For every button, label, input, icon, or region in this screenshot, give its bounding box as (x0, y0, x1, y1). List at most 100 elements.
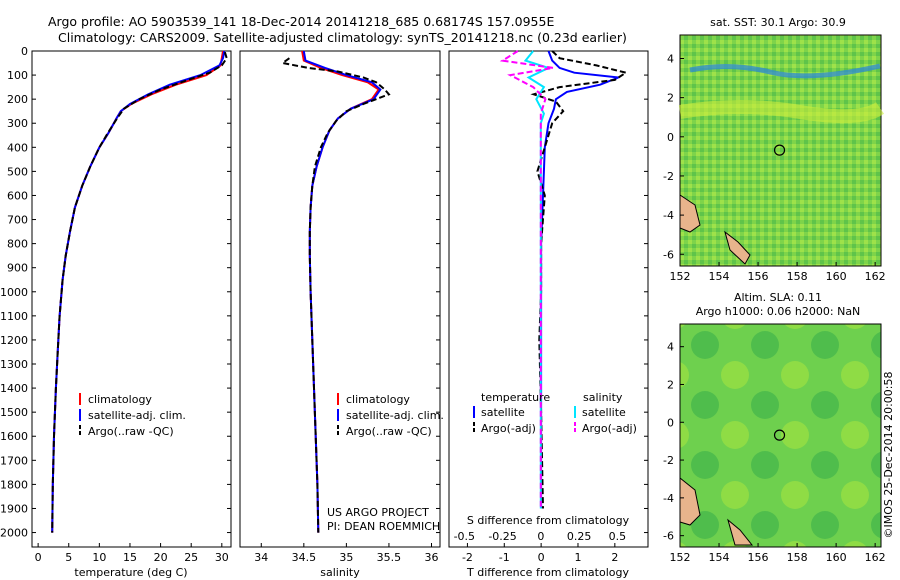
legend-sal-argo: Argo(-adj) (582, 422, 637, 435)
map-x-tick-label: 158 (787, 551, 808, 564)
map-y-tick-label: 2 (667, 378, 674, 391)
depth-tick-label: 1000 (0, 286, 28, 299)
depth-tick-label: 1100 (0, 310, 28, 323)
map-x-tick-label: 162 (865, 270, 886, 283)
map-x-tick-label: 156 (748, 551, 769, 564)
sla-map-panel: Altim. SLA: 0.11 Argo h1000: 0.06 h2000:… (663, 291, 886, 564)
difference-xlabel: T difference from climatology (466, 566, 629, 579)
map-y-tick-label: -4 (663, 492, 674, 505)
map-y-tick-label: 2 (667, 92, 674, 105)
depth-tick-label: 900 (7, 262, 28, 275)
depth-axis: 0 100 200 300 400 500 600 700 800 900 1000 1100 1200… (0, 45, 36, 540)
legend-title-salinity: salinity (583, 391, 623, 404)
x-tick-label: 20 (154, 551, 168, 564)
legend-temp-argo: Argo(-adj) (481, 422, 536, 435)
map-x-tick-label: 154 (709, 270, 730, 283)
depth-tick-label: 1400 (0, 382, 28, 395)
sla-field (679, 323, 882, 548)
argo-location-marker (773, 429, 786, 441)
series-satellite-adj-clim- (302, 50, 382, 533)
depth-tick-label: 100 (7, 69, 28, 82)
depth-tick-label: 400 (7, 141, 28, 154)
depth-tick-label: 1800 (0, 478, 28, 491)
legend-argo: Argo(..raw -QC) (346, 425, 432, 438)
salinity-legend: climatology satellite-adj. clim. Argo(..… (337, 393, 444, 438)
depth-tick-label: 1900 (0, 502, 28, 515)
sla-subtitle: Argo h1000: 0.06 h2000: NaN (696, 305, 861, 318)
x-tick-label: 5 (65, 551, 72, 564)
imos-credit: ©IMOS 25-Dec-2014 20:00:58 (882, 372, 895, 539)
top-tick-label: 0 (537, 530, 544, 543)
depth-tick-label: 800 (7, 238, 28, 251)
sst-map-panel: sat. SST: 30.1 Argo: 30.9 152 154 156 158 16… (663, 16, 886, 283)
map-x-tick-label: 160 (826, 551, 847, 564)
temperature-xlabel: temperature (deg C) (74, 566, 187, 579)
map-y-tick-label: -6 (663, 530, 674, 543)
depth-tick-label: 2000 (0, 527, 28, 540)
map-y-tick-label: -2 (663, 170, 674, 183)
difference-marks: -2 -1 0 1 2 -0.5 -0.25 0 0.25 0.5 (454, 50, 648, 564)
x-tick-label: 0 (538, 551, 545, 564)
top-tick-label: 0.5 (609, 530, 627, 543)
depth-tick-label: 1200 (0, 334, 28, 347)
sla-marks: 152 154 156 158 160 162 -6 -4 -2 0 2 4 (663, 341, 886, 564)
argo-location-marker (773, 144, 786, 156)
salinity-xlabel: salinity (320, 566, 360, 579)
x-tick-label: 10 (92, 551, 106, 564)
sla-coastline-south (727, 518, 754, 546)
top-tick-label: -0.25 (488, 530, 516, 543)
map-x-tick-label: 152 (670, 551, 691, 564)
map-y-tick-label: -2 (663, 454, 674, 467)
sla-title: Altim. SLA: 0.11 (734, 291, 822, 304)
map-y-tick-label: 0 (667, 131, 674, 144)
project-credit: US ARGO PROJECT (327, 506, 429, 519)
x-tick-label: -2 (462, 551, 473, 564)
series-argo-raw-qc- (280, 57, 391, 533)
legend-sal-satellite: satellite (582, 406, 626, 419)
map-y-tick-label: 0 (667, 416, 674, 429)
salinity-marks: 34 34.5 35 35.5 36 (254, 50, 440, 564)
x-tick-label: 35.5 (377, 551, 402, 564)
depth-tick-label: 600 (7, 189, 28, 202)
x-tick-label: 25 (184, 551, 198, 564)
map-x-tick-label: 156 (748, 270, 769, 283)
legend-climatology: climatology (88, 393, 152, 406)
difference-legend: temperature salinity satellite Argo(-adj… (473, 391, 637, 435)
depth-tick-label: 1300 (0, 358, 28, 371)
sst-marks: 152 154 156 158 160 162 -6 -4 -2 0 2 4 (663, 52, 886, 283)
difference-panel: -2 -1 0 1 2 -0.5 -0.25 0 0.25 0.5 S difference fr… (448, 50, 649, 579)
legend-climatology: climatology (346, 393, 410, 406)
x-tick-label: 30 (215, 551, 229, 564)
map-y-tick-label: -4 (663, 209, 674, 222)
legend-argo: Argo(..raw -QC) (88, 425, 174, 438)
x-tick-label: 1 (574, 551, 581, 564)
top-tick-label: 0.25 (567, 530, 592, 543)
temperature-marks: 0 5 10 15 20 25 30 (35, 50, 231, 564)
pi-credit: PI: DEAN ROEMMICH (327, 520, 440, 533)
depth-tick-label: 1600 (0, 430, 28, 443)
depth-tick-label: 700 (7, 214, 28, 227)
map-y-tick-label: 4 (667, 52, 674, 65)
depth-tick-label: 1700 (0, 454, 28, 467)
x-tick-label: -1 (499, 551, 510, 564)
series-argo-adj- (499, 50, 554, 509)
top-tick-label: -0.5 (454, 530, 475, 543)
x-tick-label: 15 (123, 551, 137, 564)
x-tick-label: 0 (35, 551, 42, 564)
salinity-frame (239, 50, 441, 548)
sst-warm-band (678, 100, 885, 124)
header-line2: Climatology: CARS2009. Satellite-adjuste… (58, 30, 627, 45)
temperature-frame (31, 50, 232, 548)
x-tick-label: 35 (339, 551, 353, 564)
sst-title: sat. SST: 30.1 Argo: 30.9 (710, 16, 846, 29)
temperature-panel: 0 5 10 15 20 25 30 0 100 200 300 400 500 600 700 800 90… (0, 45, 232, 579)
sst-coastline-south (724, 230, 751, 265)
salinity-panel: 34 34.5 35 35.5 36 salinity climatology sate… (239, 50, 444, 579)
map-x-tick-label: 152 (670, 270, 691, 283)
map-y-tick-label: 4 (667, 341, 674, 354)
depth-tick-label: 1500 (0, 406, 28, 419)
series-argo-raw-qc- (51, 51, 228, 533)
x-tick-label: 2 (611, 551, 618, 564)
sst-coastline-west (679, 194, 701, 233)
legend-temp-satellite: satellite (481, 406, 525, 419)
